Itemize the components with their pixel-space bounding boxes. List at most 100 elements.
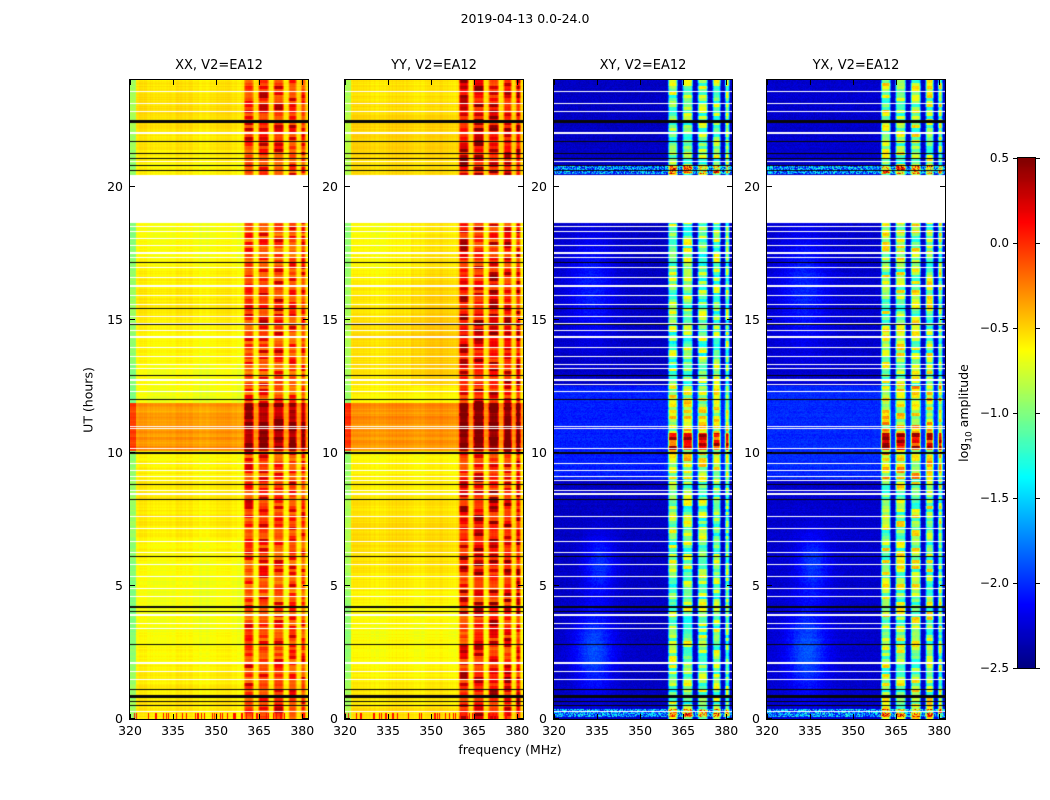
colorbar-tick-mark	[1013, 327, 1017, 329]
y-tick-mark	[940, 717, 945, 719]
y-tick-mark	[130, 717, 135, 719]
y-tick-mark	[767, 585, 772, 587]
x-tick-mark	[639, 80, 641, 85]
y-tick-label: 20	[322, 178, 338, 194]
x-tick-mark	[809, 714, 811, 719]
colorbar-gradient	[1018, 158, 1035, 668]
x-tick-mark	[682, 80, 684, 85]
y-tick-label: 0	[330, 711, 338, 726]
x-tick-mark	[516, 714, 518, 719]
y-tick-label: 0	[752, 711, 760, 726]
x-tick-mark	[766, 80, 768, 85]
x-tick-label: 350	[204, 723, 229, 738]
x-tick-mark	[430, 714, 432, 719]
y-tick-mark	[940, 585, 945, 587]
panel-title-xy: XY, V2=EA12	[599, 58, 687, 73]
panel-yx	[766, 79, 946, 720]
colorbar-label-amplitude: amplitude	[955, 364, 971, 432]
colorbar-tick-label: −2.5	[979, 661, 1009, 675]
x-tick-label: 320	[333, 723, 357, 738]
x-tick-mark	[809, 80, 811, 85]
x-tick-label: 380	[505, 723, 530, 738]
y-axis-label: UT (hours)	[80, 367, 96, 433]
x-tick-label: 350	[419, 723, 444, 738]
colorbar-tick-mark	[1013, 497, 1017, 499]
colorbar-label-sub: 10	[964, 431, 975, 443]
x-tick-mark	[938, 80, 940, 85]
x-tick-mark	[596, 80, 598, 85]
y-tick-mark	[554, 585, 559, 587]
y-tick-mark	[940, 186, 945, 187]
x-tick-mark	[639, 714, 641, 719]
panel-title-yy: YY, V2=EA12	[391, 58, 477, 73]
x-tick-mark	[344, 80, 346, 85]
colorbar-tick-label: −1.0	[979, 406, 1009, 420]
x-tick-mark	[516, 80, 518, 85]
x-tick-mark	[301, 714, 303, 719]
x-tick-label: 380	[927, 723, 952, 738]
y-tick-label: 0	[115, 711, 123, 726]
x-tick-mark	[215, 714, 217, 719]
y-tick-mark	[727, 319, 732, 321]
x-tick-mark	[258, 80, 260, 85]
panel-title-yx: YX, V2=EA12	[812, 58, 900, 73]
y-tick-label: 20	[744, 178, 760, 194]
y-tick-mark	[345, 717, 350, 719]
y-tick-label: 5	[115, 577, 123, 593]
colorbar-tick-mark	[1013, 242, 1017, 244]
x-tick-mark	[553, 714, 555, 719]
x-tick-mark	[596, 714, 598, 719]
colorbar-tick-mark	[1013, 157, 1017, 159]
y-tick-mark	[767, 717, 772, 719]
y-tick-mark	[767, 186, 772, 187]
y-tick-mark	[345, 452, 350, 454]
y-tick-mark	[518, 585, 523, 587]
y-tick-mark	[345, 585, 350, 587]
x-tick-mark	[473, 714, 475, 719]
colorbar-tick-mark	[1013, 582, 1017, 584]
x-tick-label: 380	[714, 723, 739, 738]
y-tick-label: 20	[107, 178, 123, 194]
x-tick-label: 320	[542, 723, 566, 738]
x-tick-mark	[938, 714, 940, 719]
y-tick-mark	[345, 319, 350, 321]
colorbar-tick-mark	[1036, 242, 1040, 244]
y-tick-label: 5	[330, 577, 338, 593]
heatmap-canvas-xx	[130, 80, 308, 719]
y-tick-mark	[130, 452, 135, 454]
colorbar-tick-mark	[1036, 582, 1040, 584]
x-axis-label: frequency (MHz)	[458, 742, 562, 757]
x-tick-mark	[895, 80, 897, 85]
y-tick-mark	[554, 186, 559, 187]
y-tick-mark	[940, 452, 945, 454]
y-tick-label: 15	[744, 311, 760, 327]
colorbar-tick-mark	[1036, 667, 1040, 669]
y-tick-mark	[303, 319, 308, 321]
figure-title: 2019-04-13 0.0-24.0	[460, 11, 590, 26]
x-tick-label: 335	[798, 723, 822, 738]
x-tick-mark	[387, 80, 389, 85]
y-tick-mark	[518, 319, 523, 321]
y-tick-label: 0	[539, 711, 547, 726]
y-tick-mark	[727, 186, 732, 187]
x-tick-mark	[852, 80, 854, 85]
colorbar-tick-label: 0.0	[989, 236, 1009, 250]
colorbar-tick-mark	[1013, 412, 1017, 414]
x-tick-label: 365	[884, 723, 909, 738]
panel-title-xx: XX, V2=EA12	[175, 58, 263, 73]
y-tick-mark	[727, 717, 732, 719]
y-tick-label: 5	[539, 577, 547, 593]
colorbar-tick-mark	[1036, 412, 1040, 414]
y-tick-mark	[554, 452, 559, 454]
y-tick-label: 15	[531, 311, 547, 327]
colorbar-tick-label: 0.5	[989, 151, 1009, 165]
x-tick-mark	[129, 80, 131, 85]
heatmap-canvas-xy	[554, 80, 732, 719]
colorbar-label-log: log	[955, 442, 971, 462]
y-tick-label: 5	[752, 577, 760, 593]
x-tick-label: 365	[462, 723, 487, 738]
y-tick-label: 20	[531, 178, 547, 194]
y-tick-mark	[940, 319, 945, 321]
x-tick-label: 335	[585, 723, 609, 738]
